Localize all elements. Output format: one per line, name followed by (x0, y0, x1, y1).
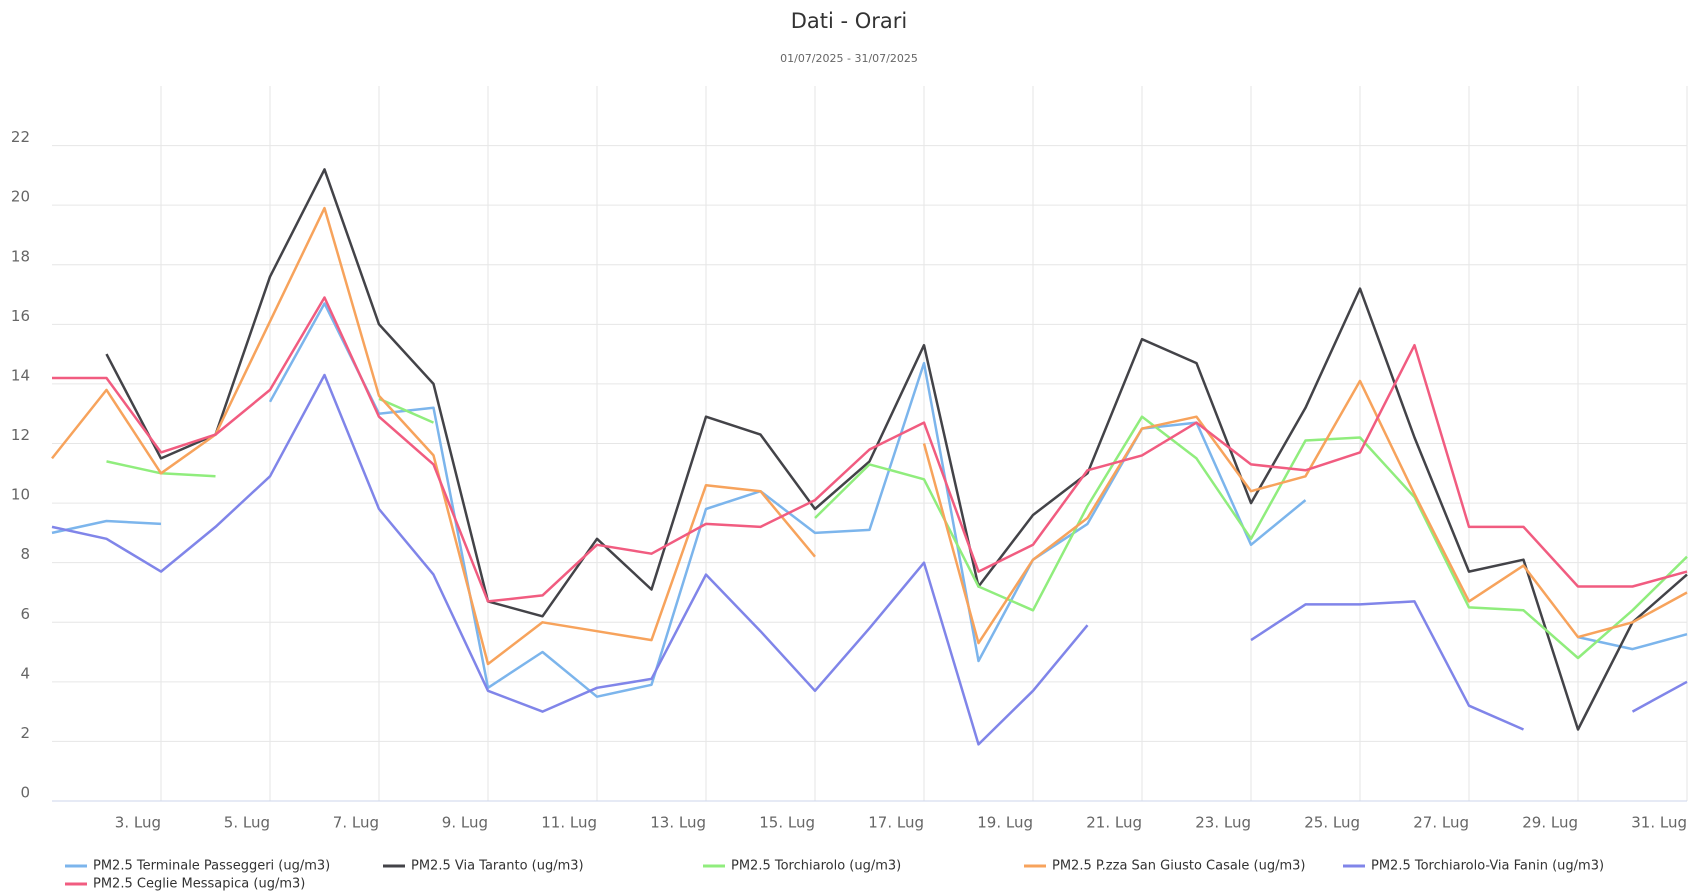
legend-label[interactable]: PM2.5 Ceglie Messapica (ug/m3) (93, 877, 305, 892)
x-tick-label: 31. Lug (1631, 814, 1687, 832)
y-tick-label: 20 (11, 188, 30, 206)
x-tick-label: 19. Lug (977, 814, 1033, 832)
y-tick-label: 2 (20, 724, 30, 742)
y-tick-label: 4 (20, 664, 30, 682)
y-tick-label: 12 (11, 426, 30, 444)
y-tick-label: 14 (11, 366, 30, 384)
x-tick-label: 3. Lug (115, 814, 161, 832)
series-line (106, 397, 1688, 660)
x-tick-label: 29. Lug (1522, 814, 1578, 832)
y-tick-label: 8 (20, 545, 30, 563)
y-tick-label: 6 (20, 605, 30, 623)
x-tick-label: 7. Lug (333, 814, 379, 832)
series-line (51, 206, 1688, 666)
y-tick-label: 18 (11, 247, 30, 265)
chart-subtitle: 01/07/2025 - 31/07/2025 (780, 52, 918, 65)
legend-label[interactable]: PM2.5 Terminale Passeggeri (ug/m3) (93, 859, 330, 874)
x-tick-label: 23. Lug (1195, 814, 1251, 832)
series-line (105, 168, 1688, 731)
x-tick-label: 17. Lug (868, 814, 924, 832)
x-tick-label: 9. Lug (442, 814, 488, 832)
x-tick-label: 15. Lug (759, 814, 815, 832)
y-tick-label: 10 (11, 486, 30, 504)
series-line (52, 296, 1688, 603)
legend-label[interactable]: PM2.5 Torchiarolo-Via Fanin (ug/m3) (1371, 859, 1604, 874)
y-tick-label: 0 (20, 784, 30, 802)
x-tick-label: 13. Lug (650, 814, 706, 832)
legend-label[interactable]: PM2.5 P.zza San Giusto Casale (ug/m3) (1052, 859, 1306, 874)
x-tick-label: 21. Lug (1086, 814, 1142, 832)
legend-label[interactable]: PM2.5 Via Taranto (ug/m3) (411, 859, 584, 874)
series-line (51, 373, 1688, 746)
x-tick-label: 5. Lug (224, 814, 270, 832)
x-tick-label: 11. Lug (541, 814, 597, 832)
series-line (51, 302, 1688, 698)
y-tick-label: 16 (11, 307, 30, 325)
chart-title: Dati - Orari (791, 9, 908, 33)
legend-label[interactable]: PM2.5 Torchiarolo (ug/m3) (731, 859, 901, 874)
y-tick-label: 22 (11, 128, 30, 146)
x-tick-label: 27. Lug (1413, 814, 1469, 832)
x-tick-label: 25. Lug (1304, 814, 1360, 832)
